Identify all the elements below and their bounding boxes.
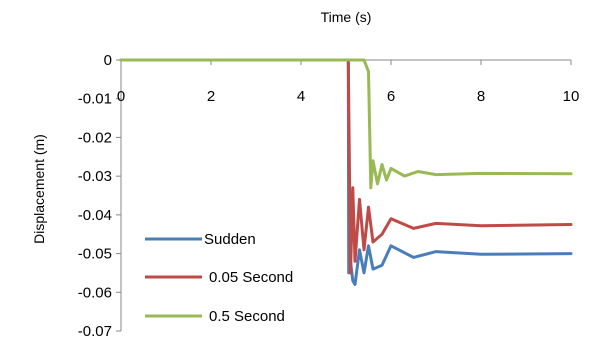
x-tick-label: 10 (563, 88, 580, 105)
x-tick-label: 6 (387, 88, 395, 105)
y-tick-label: -0.01 (78, 91, 112, 108)
legend-label: 0.05 Second (209, 269, 293, 286)
x-axis-title: Time (s) (321, 9, 372, 25)
x-ticks: 0 2 4 6 8 10 (117, 60, 580, 105)
legend-label: Sudden (204, 231, 256, 248)
y-axis-title: Displacement (m) (31, 134, 47, 244)
y-tick-label: -0.06 (78, 284, 112, 301)
series-layer (119, 58, 573, 286)
legend-label: 0.5 Second (209, 308, 285, 325)
series-line-0-5-second (119, 58, 573, 190)
series-line-0-05-second (119, 58, 573, 275)
y-tick-label: -0.05 (78, 246, 112, 263)
legend: Sudden 0.05 Second 0.5 Second (145, 231, 293, 325)
y-tick-label: -0.07 (78, 323, 112, 340)
y-tick-label: -0.04 (78, 207, 112, 224)
y-tick-label: -0.03 (78, 168, 112, 185)
y-tick-label: 0 (104, 52, 112, 69)
x-tick-label: 2 (207, 88, 215, 105)
y-tick-label: -0.02 (78, 129, 112, 146)
x-tick-label: 4 (297, 88, 305, 105)
x-tick-label: 8 (477, 88, 485, 105)
y-ticks: 0 -0.01 -0.02 -0.03 -0.04 -0.05 -0.06 -0.07 (78, 52, 121, 340)
x-tick-label: 0 (117, 88, 125, 105)
